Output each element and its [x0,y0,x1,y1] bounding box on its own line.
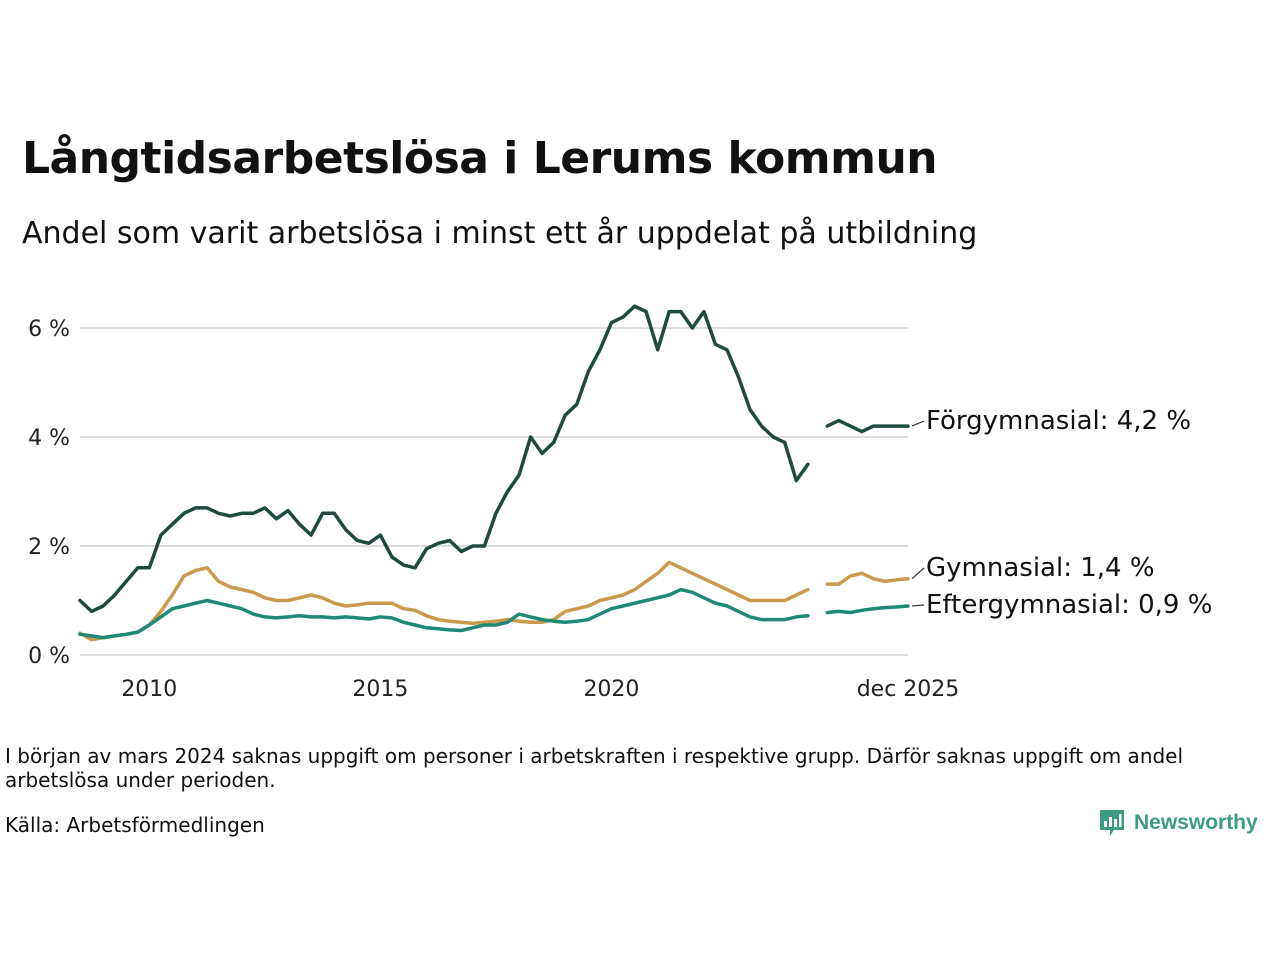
chart-note: I början av mars 2024 saknas uppgift om … [5,744,1184,792]
source-text: Källa: Arbetsförmedlingen [5,813,265,837]
series-line-gymnasial-after-gap [825,571,910,586]
series-label-eftergymnasial: Eftergymnasial: 0,9 % [926,590,1212,620]
newsworthy-logo-text: Newsworthy [1134,811,1258,834]
y-tick-label: 6 % [28,317,70,342]
series-label-gymnasial: Gymnasial: 1,4 % [926,553,1155,583]
series-line-eftergymnasial-after-gap [825,604,910,615]
chart-subtitle: Andel som varit arbetslösa i minst ett å… [22,216,978,251]
x-axis-labels: 2010 2015 2020 dec 2025 [121,677,959,702]
y-axis-labels: 0 % 2 % 4 % 6 % [28,317,70,669]
x-tick-label: 2010 [121,677,177,702]
series-lines [78,304,910,642]
series-label-leader [911,604,925,607]
series-label-leader [911,420,925,427]
y-tick-label: 4 % [28,426,70,451]
series-labels: Förgymnasial: 4,2 % Gymnasial: 1,4 % Efter… [911,406,1212,620]
series-label-leader [911,567,925,580]
y-tick-label: 0 % [28,644,70,669]
x-tick-label: dec 2025 [857,677,960,702]
newsworthy-logo-icon [1100,810,1124,836]
x-tick-label: 2020 [583,677,639,702]
grid-lines [80,327,908,656]
series-label-förgymnasial: Förgymnasial: 4,2 % [926,406,1191,436]
newsworthy-logo[interactable]: Newsworthy [1098,808,1258,838]
series-line-förgymnasial-after-gap [825,418,910,434]
page-title: Långtidsarbetslösa i Lerums kommun [22,133,938,184]
x-tick-label: 2015 [352,677,408,702]
series-line-gymnasial [78,560,810,642]
series-line-eftergymnasial [78,587,810,640]
line-chart: 0 % 2 % 4 % 6 % 2010 2015 2020 dec 2025 Förgym… [28,304,1212,702]
series-line-förgymnasial [78,304,810,614]
y-tick-label: 2 % [28,535,70,560]
